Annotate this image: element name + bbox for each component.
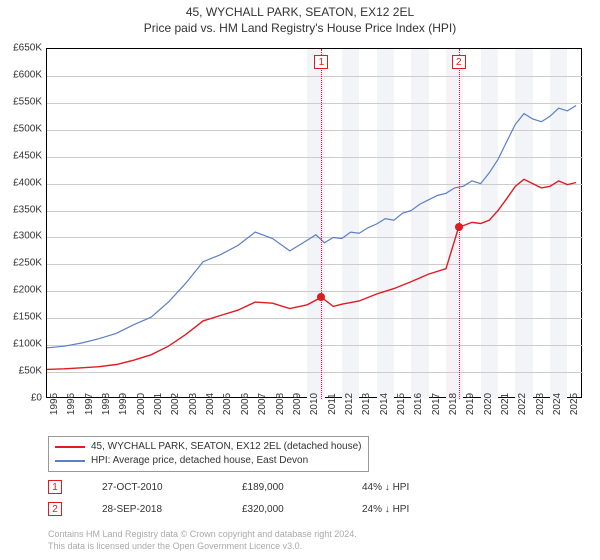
x-axis-label: 2006 (240, 393, 251, 415)
annotation-marker-box: 1 (48, 480, 62, 494)
x-axis-label: 1997 (84, 393, 95, 415)
footer-line-1: Contains HM Land Registry data © Crown c… (48, 528, 357, 540)
annotation-delta: 24% ↓ HPI (362, 504, 409, 515)
legend-swatch (55, 460, 85, 462)
x-axis-label: 2003 (188, 393, 199, 415)
title-line-2: Price paid vs. HM Land Registry's House … (0, 20, 600, 36)
series-price_paid (47, 179, 576, 369)
x-axis-label: 2017 (431, 393, 442, 415)
x-axis-label: 2019 (465, 393, 476, 415)
title-line-1: 45, WYCHALL PARK, SEATON, EX12 2EL (0, 4, 600, 20)
x-axis-label: 1998 (101, 393, 112, 415)
x-axis-label: 2023 (535, 393, 546, 415)
x-axis-label: 2010 (309, 393, 320, 415)
sale-marker-line (321, 49, 322, 399)
legend: 45, WYCHALL PARK, SEATON, EX12 2EL (deta… (48, 436, 369, 472)
x-axis-label: 2015 (396, 393, 407, 415)
x-axis-label: 2013 (361, 393, 372, 415)
sale-marker-box: 1 (314, 55, 328, 69)
plot-area: 12 (46, 48, 582, 398)
x-axis-label: 2018 (448, 393, 459, 415)
x-axis-label: 2024 (552, 393, 563, 415)
legend-label: 45, WYCHALL PARK, SEATON, EX12 2EL (deta… (91, 440, 362, 454)
x-axis-label: 2022 (517, 393, 528, 415)
x-axis-label: 2011 (327, 393, 338, 415)
legend-row: HPI: Average price, detached house, East… (55, 454, 362, 468)
x-axis-label: 2025 (569, 393, 580, 415)
x-axis-label: 1996 (66, 393, 77, 415)
annotation-date: 28-SEP-2018 (102, 504, 202, 515)
y-axis-label: £300K (4, 231, 42, 242)
y-axis-label: £50K (4, 366, 42, 377)
y-axis-label: £550K (4, 96, 42, 107)
y-axis-label: £650K (4, 43, 42, 54)
annotation-price: £189,000 (242, 482, 322, 493)
y-axis-label: £500K (4, 123, 42, 134)
y-axis-label: £350K (4, 204, 42, 215)
sale-annotation-row: 1 27-OCT-2010 £189,000 44% ↓ HPI (48, 480, 409, 494)
series-svg (47, 49, 583, 399)
y-axis-label: £150K (4, 312, 42, 323)
annotation-date: 27-OCT-2010 (102, 482, 202, 493)
annotation-marker-box: 2 (48, 502, 62, 516)
chart-area: 12 (46, 48, 582, 398)
chart-title: 45, WYCHALL PARK, SEATON, EX12 2EL Price… (0, 0, 600, 36)
y-axis-label: £450K (4, 150, 42, 161)
x-axis-label: 2001 (153, 393, 164, 415)
x-axis-label: 2007 (257, 393, 268, 415)
footer-attribution: Contains HM Land Registry data © Crown c… (48, 528, 357, 552)
y-axis-label: £0 (4, 393, 42, 404)
sale-marker-dot (455, 223, 463, 231)
x-axis-label: 1995 (49, 393, 60, 415)
x-axis-label: 2020 (483, 393, 494, 415)
x-axis-label: 2000 (136, 393, 147, 415)
x-axis-label: 2014 (379, 393, 390, 415)
legend-swatch (55, 446, 85, 448)
x-axis-label: 2004 (205, 393, 216, 415)
x-axis-label: 2005 (222, 393, 233, 415)
sale-marker-box: 2 (452, 55, 466, 69)
footer-line-2: This data is licensed under the Open Gov… (48, 540, 357, 552)
legend-row: 45, WYCHALL PARK, SEATON, EX12 2EL (deta… (55, 440, 362, 454)
y-axis-label: £600K (4, 69, 42, 80)
annotation-delta: 44% ↓ HPI (362, 482, 409, 493)
series-hpi (47, 106, 576, 348)
y-axis-label: £400K (4, 177, 42, 188)
x-axis-label: 2012 (344, 393, 355, 415)
y-axis-label: £250K (4, 258, 42, 269)
x-axis-label: 2009 (292, 393, 303, 415)
y-axis-label: £100K (4, 339, 42, 350)
y-axis-label: £200K (4, 285, 42, 296)
x-axis-label: 1999 (118, 393, 129, 415)
x-axis-label: 2021 (500, 393, 511, 415)
x-axis-label: 2016 (413, 393, 424, 415)
legend-label: HPI: Average price, detached house, East… (91, 454, 308, 468)
sale-annotation-row: 2 28-SEP-2018 £320,000 24% ↓ HPI (48, 502, 409, 516)
annotation-price: £320,000 (242, 504, 322, 515)
sale-marker-dot (317, 293, 325, 301)
x-axis-label: 2008 (275, 393, 286, 415)
x-axis-label: 2002 (170, 393, 181, 415)
